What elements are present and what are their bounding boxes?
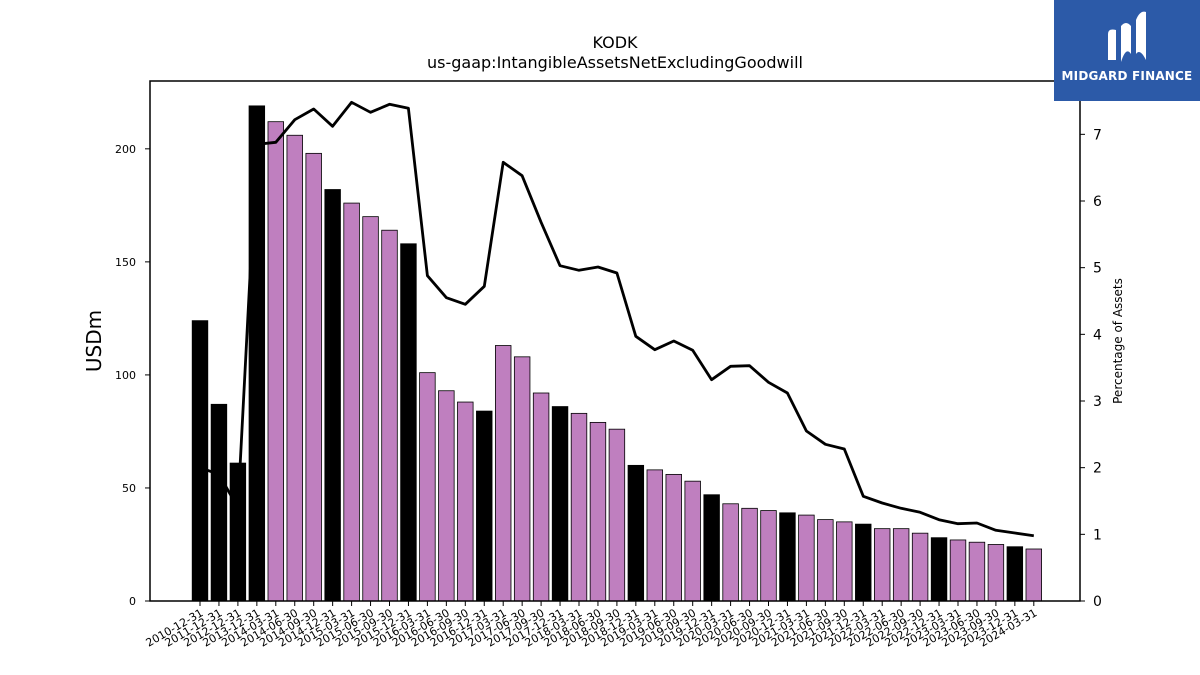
y2-tick-label: 5	[1093, 261, 1102, 277]
plot-frame	[149, 80, 1081, 602]
y2-tick-label: 0	[1093, 594, 1102, 610]
chart-subtitle: us-gaap:IntangibleAssetsNetExcludingGood…	[427, 53, 803, 72]
bar-2010-12-31	[191, 320, 209, 602]
bar-2016-06-30	[438, 390, 455, 602]
bar-2011-12-31	[210, 403, 228, 602]
bar-2015-12-31	[400, 243, 417, 602]
bar-2020-06-30	[741, 507, 758, 602]
bar-2020-03-31	[722, 503, 739, 602]
bar-2018-09-30	[608, 428, 626, 602]
bar-2014-12-31	[324, 189, 341, 602]
y-tick-label: 200	[115, 143, 136, 156]
bar-2019-12-31	[703, 494, 720, 602]
bar-2018-06-30	[589, 421, 607, 602]
bar-2021-06-30	[817, 519, 834, 602]
y2-tick-label: 1	[1093, 527, 1102, 543]
bar-2017-03-31	[494, 345, 512, 602]
y-axis-label: USDm	[82, 310, 106, 372]
bar-2016-12-31	[476, 410, 493, 602]
bar-2022-09-30	[911, 532, 929, 602]
y-tick-label: 50	[122, 482, 136, 495]
bar-2021-03-31	[798, 514, 815, 602]
y2-tick-label: 4	[1093, 327, 1102, 343]
y-tick-label: 150	[115, 256, 136, 269]
percentage-line	[199, 100, 1034, 538]
y2-tick-label: 2	[1093, 461, 1102, 477]
x-axis: 2010-12-312011-12-312012-12-312013-12-31…	[144, 601, 1039, 650]
y-axis-right: 0 1 2 3 4 5 6 7	[1080, 127, 1102, 610]
logo-icon	[1108, 11, 1146, 62]
bar-2024-03-31	[1025, 548, 1043, 602]
y2-tick-label: 7	[1093, 127, 1102, 143]
y-tick-label: 100	[115, 369, 136, 382]
bar-2022-03-31	[874, 528, 891, 602]
bar-2014-03-31	[267, 121, 285, 602]
bar-2016-03-31	[419, 372, 436, 602]
bar-2014-09-30	[305, 152, 322, 602]
bar-2023-12-31	[1006, 546, 1024, 602]
bar-2019-03-31	[646, 469, 664, 602]
bar-2023-03-31	[949, 539, 967, 602]
bar-2023-06-30	[968, 541, 986, 602]
bar-2015-06-30	[362, 216, 379, 602]
y-tick-label: 0	[129, 595, 136, 608]
bar-2022-06-30	[892, 528, 910, 602]
bar-2017-09-30	[532, 392, 550, 602]
bar-2015-03-31	[343, 202, 360, 602]
bar-2023-09-30	[987, 544, 1005, 602]
bar-2019-09-30	[684, 480, 701, 602]
bar-2013-12-31	[248, 105, 266, 602]
y-axis-left: 0 50 100 150 200	[115, 143, 150, 608]
midgard-finance-logo: MIDGARD FINANCE	[1054, 0, 1200, 101]
y2-tick-label: 6	[1093, 194, 1102, 210]
bar-2017-06-30	[513, 356, 531, 602]
bar-2021-09-30	[836, 521, 853, 602]
bar-2016-09-30	[457, 401, 474, 602]
chart-title: KODK	[592, 33, 638, 52]
bar-2014-06-30	[286, 134, 303, 602]
bar-group	[191, 105, 1043, 602]
y2-tick-label: 3	[1093, 394, 1102, 410]
logo-text: MIDGARD FINANCE	[1061, 69, 1193, 83]
bar-2017-12-31	[551, 406, 569, 602]
bar-2021-12-31	[855, 523, 872, 602]
bar-2020-12-31	[779, 512, 796, 602]
bar-2019-06-30	[665, 473, 682, 602]
bar-2018-03-31	[570, 412, 588, 602]
bar-2020-09-30	[760, 510, 777, 602]
bar-2015-09-30	[381, 229, 398, 602]
y2-axis-label: Percentage of Assets	[1111, 278, 1125, 404]
bar-2022-12-31	[930, 537, 948, 602]
bar-2018-12-31	[627, 464, 645, 602]
